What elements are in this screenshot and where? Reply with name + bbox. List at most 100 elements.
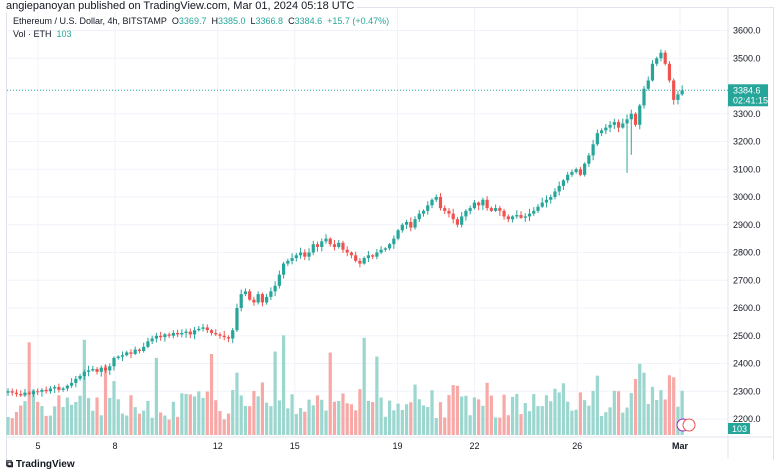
candle-body bbox=[438, 197, 443, 209]
candle-body bbox=[430, 199, 434, 206]
volume-bar bbox=[248, 406, 252, 435]
volume-bar bbox=[557, 392, 561, 435]
volume-bar bbox=[277, 400, 281, 435]
candle-body bbox=[286, 260, 290, 264]
candle-body bbox=[298, 252, 303, 256]
volume-bar bbox=[61, 406, 65, 435]
candle-body bbox=[239, 294, 243, 308]
y-tick-label: 2700.0 bbox=[733, 275, 761, 285]
volume-bar bbox=[472, 397, 476, 435]
candle-body bbox=[574, 169, 578, 173]
volume-bar bbox=[44, 415, 48, 435]
volume-label: Vol · ETH bbox=[13, 29, 52, 39]
volume-bar bbox=[252, 390, 256, 435]
candle-body bbox=[371, 255, 375, 257]
candle-body bbox=[354, 255, 358, 261]
volume-bar bbox=[519, 414, 523, 435]
chart-frame[interactable] bbox=[6, 7, 774, 460]
volume-bar bbox=[78, 395, 82, 435]
volume-bar bbox=[31, 389, 36, 435]
candle-body bbox=[252, 299, 256, 303]
volume-bar bbox=[70, 404, 74, 435]
candle-body bbox=[553, 191, 557, 197]
candle-body bbox=[489, 208, 493, 211]
candle-body bbox=[269, 291, 273, 297]
candle-body bbox=[209, 330, 214, 333]
volume-bar bbox=[86, 398, 91, 435]
candle-body bbox=[680, 90, 684, 95]
volume-bar bbox=[421, 405, 426, 435]
candle-body bbox=[70, 382, 74, 386]
volume-bar bbox=[180, 393, 184, 435]
candle-body bbox=[404, 221, 409, 225]
candle-body bbox=[184, 331, 188, 333]
candle-body bbox=[379, 249, 383, 253]
volume-bar bbox=[468, 415, 472, 435]
y-tick-label: 2400.0 bbox=[733, 359, 761, 369]
volume-bar bbox=[53, 406, 57, 435]
volume-bar bbox=[214, 400, 218, 435]
candle-body bbox=[218, 334, 222, 336]
volume-bar bbox=[646, 403, 650, 435]
volume-bar bbox=[375, 356, 379, 435]
candle-body bbox=[663, 52, 667, 64]
volume-bar bbox=[231, 390, 235, 435]
volume-bar bbox=[489, 395, 493, 435]
candle-body bbox=[171, 332, 175, 336]
candle-body bbox=[260, 294, 264, 303]
volume-bar bbox=[464, 395, 468, 435]
volume-bar bbox=[171, 401, 175, 435]
y-tick-label: 2500.0 bbox=[733, 331, 761, 341]
candle-body bbox=[290, 258, 294, 261]
candle-body bbox=[222, 335, 226, 338]
candle-body bbox=[57, 387, 61, 390]
candle-body bbox=[315, 244, 320, 247]
candle-body bbox=[561, 180, 566, 186]
volume-bar bbox=[99, 415, 103, 435]
candle-body bbox=[243, 291, 248, 295]
candle-body bbox=[248, 291, 252, 300]
candle-body bbox=[337, 242, 341, 247]
candle-body bbox=[604, 127, 608, 131]
volume-bar bbox=[176, 416, 180, 435]
volume-bar bbox=[676, 406, 680, 435]
volume-bar bbox=[91, 410, 95, 435]
volume-bar bbox=[48, 415, 52, 435]
volume-bar bbox=[345, 403, 349, 435]
volume-bar bbox=[612, 390, 616, 435]
candle-body bbox=[36, 391, 40, 393]
candle-body bbox=[180, 332, 184, 335]
candle-body bbox=[154, 335, 158, 339]
y-tick-label: 3300.0 bbox=[733, 109, 761, 119]
volume-bar bbox=[108, 397, 112, 435]
volume-bar bbox=[583, 400, 587, 435]
candle-body bbox=[506, 216, 510, 220]
candle-body bbox=[477, 202, 481, 206]
candle-body bbox=[19, 394, 23, 396]
volume-bar bbox=[40, 406, 44, 435]
volume-bar bbox=[294, 414, 298, 435]
candle-body bbox=[91, 369, 95, 371]
candle-body bbox=[53, 387, 57, 389]
candle-body bbox=[417, 213, 421, 220]
candle-body bbox=[31, 391, 36, 395]
candle-body bbox=[311, 244, 315, 253]
volume-bar bbox=[74, 401, 78, 435]
y-tick-label: 3500.0 bbox=[733, 53, 761, 63]
volume-bar bbox=[27, 342, 31, 435]
candle-body bbox=[650, 63, 655, 81]
volume-bar bbox=[362, 337, 366, 435]
high-label: H bbox=[211, 16, 218, 26]
volume-bar bbox=[65, 397, 69, 435]
candle-body bbox=[231, 330, 235, 339]
candle-body bbox=[481, 199, 485, 206]
candle-body bbox=[27, 392, 31, 395]
candle-body bbox=[163, 334, 167, 338]
volume-bar bbox=[6, 417, 10, 435]
volume-bar bbox=[392, 410, 396, 435]
x-tick-label: 8 bbox=[113, 441, 118, 451]
volume-bar bbox=[112, 381, 116, 435]
volume-bar bbox=[167, 419, 171, 435]
volume-bar bbox=[494, 417, 498, 435]
